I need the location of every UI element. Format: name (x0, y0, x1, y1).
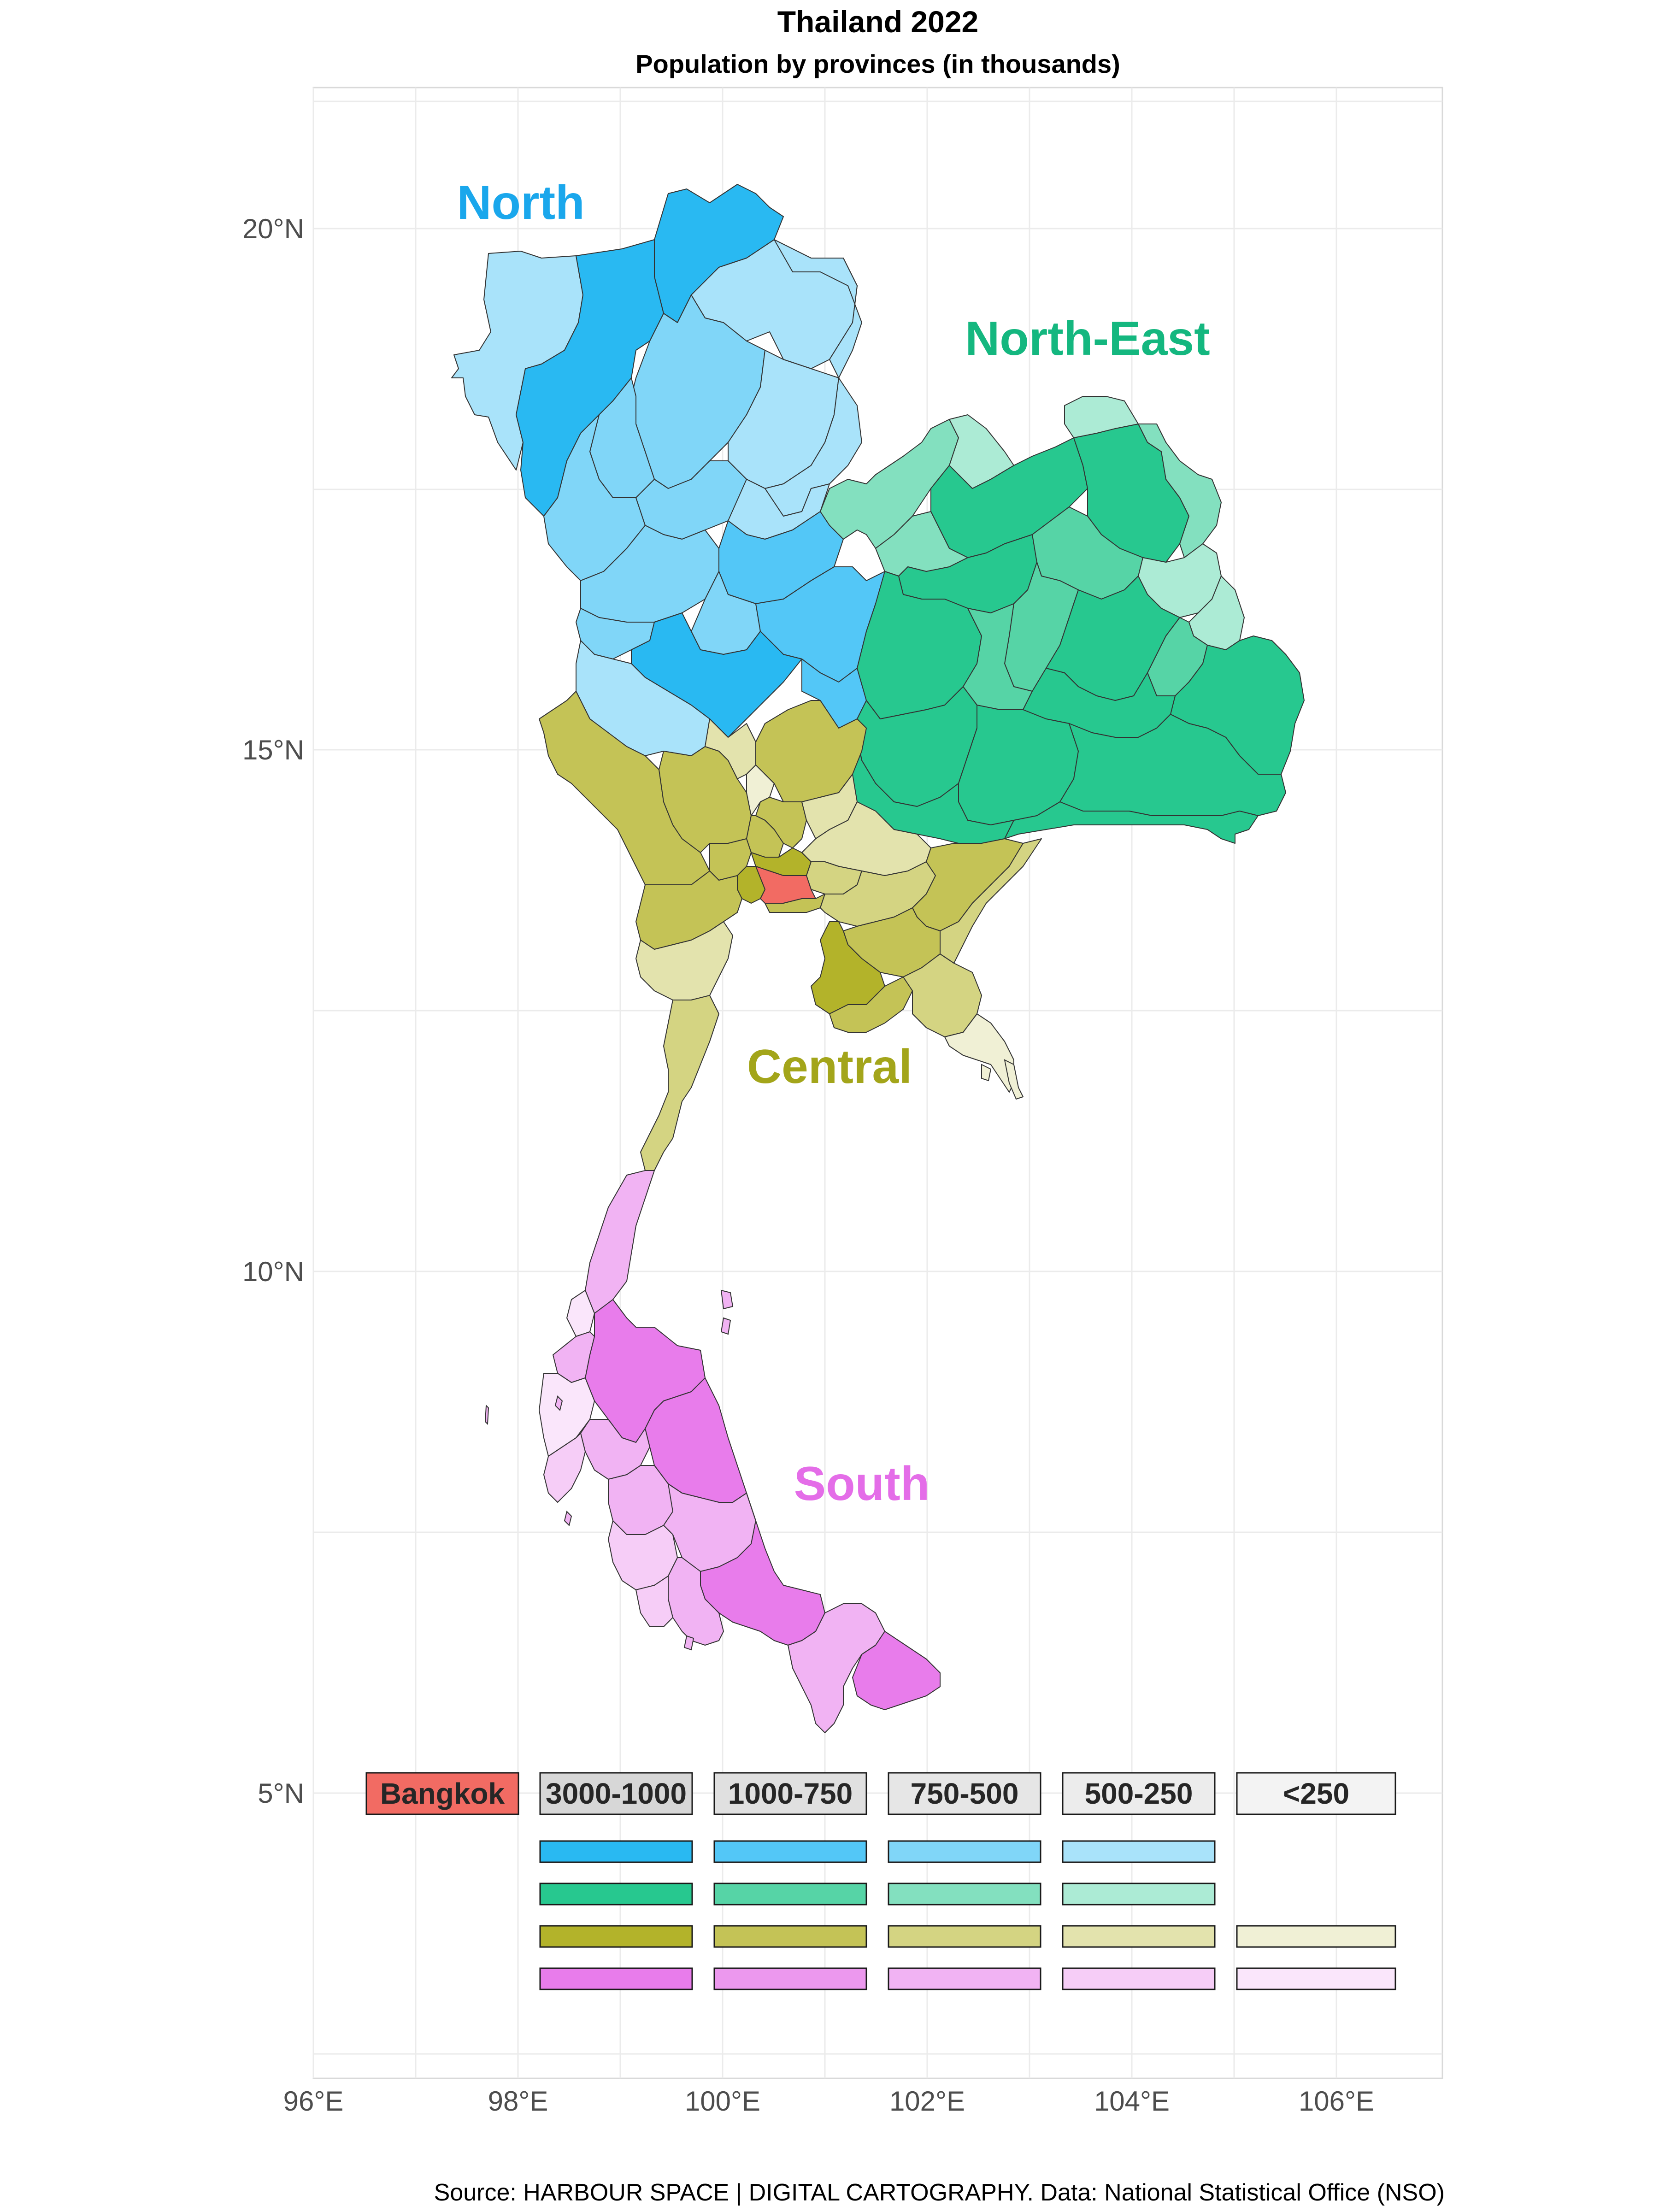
legend-swatch-north-4 (1062, 1840, 1216, 1863)
region-label-central: Central (747, 1040, 912, 1094)
y-axis-ticks: 20°N 15°N 10°N 5°N (242, 213, 304, 1809)
south-region (539, 1170, 941, 1733)
legend-swatch-south-2 (713, 1967, 867, 1990)
region-label-south: South (794, 1457, 930, 1511)
legend-swatch-north-1 (539, 1840, 693, 1863)
legend-header-lt250: <250 (1283, 1777, 1349, 1810)
legend-swatch-northeast-1 (539, 1883, 693, 1906)
legend-swatch-central-3 (888, 1925, 1041, 1948)
x-tick-96e: 96°E (283, 2086, 344, 2117)
legend-swatch-northeast-3 (888, 1883, 1041, 1906)
x-axis-ticks: 96°E 98°E 100°E 102°E 104°E 106°E (283, 2086, 1374, 2117)
northeast-region (820, 396, 1305, 844)
legend-header-box-4 (1062, 1772, 1216, 1815)
legend-swatch-central-4 (1062, 1925, 1216, 1948)
legend-swatch-north-3 (888, 1840, 1041, 1863)
legend-swatch-central-5 (1236, 1925, 1396, 1948)
legend-header-bangkok: Bangkok (380, 1777, 505, 1810)
legend-swatch-central-1 (539, 1925, 693, 1948)
legend-swatch-south-3 (888, 1967, 1041, 1990)
x-tick-102e: 102°E (889, 2086, 965, 2117)
legend-header-750-500: 750-500 (911, 1777, 1019, 1810)
legend-header-box-3 (888, 1772, 1041, 1815)
central-region (539, 691, 1042, 1171)
legend-header-box-1 (539, 1772, 693, 1815)
y-tick-10n: 10°N (242, 1256, 304, 1287)
x-tick-106e: 106°E (1299, 2086, 1374, 2117)
legend-swatch-south-1 (539, 1967, 693, 1990)
y-tick-20n: 20°N (242, 213, 304, 244)
legend-swatch-central-2 (713, 1925, 867, 1948)
legend: Bangkok 3000-1000 1000-750 750-500 500-2… (365, 1772, 1396, 1990)
y-tick-15n: 15°N (242, 735, 304, 765)
legend-header-1000-750: 1000-750 (728, 1777, 853, 1810)
legend-swatches (539, 1840, 1396, 1990)
map-title: Thailand 2022 (777, 5, 979, 39)
region-label-northeast: North-East (965, 312, 1210, 365)
thailand-map (451, 184, 1305, 1733)
legend-bangkok-box (365, 1772, 519, 1815)
legend-header-box-5 (1236, 1772, 1396, 1815)
legend-swatch-northeast-2 (713, 1883, 867, 1906)
islands (484, 1289, 734, 1651)
region-label-north: North (457, 176, 584, 229)
legend-swatch-northeast-4 (1062, 1883, 1216, 1906)
source-caption: Source: HARBOUR SPACE | DIGITAL CARTOGRA… (434, 2179, 1445, 2206)
legend-swatch-north-2 (713, 1840, 867, 1863)
x-tick-100e: 100°E (685, 2086, 760, 2117)
legend-header-500-250: 500-250 (1085, 1777, 1193, 1810)
legend-header-box-2 (713, 1772, 867, 1815)
legend-swatch-south-4 (1062, 1967, 1216, 1990)
y-tick-5n: 5°N (258, 1778, 304, 1809)
x-tick-104e: 104°E (1094, 2086, 1170, 2117)
legend-header-3000-1000: 3000-1000 (546, 1777, 687, 1810)
legend-swatch-south-5 (1236, 1967, 1396, 1990)
north-region (451, 184, 899, 756)
x-tick-98e: 98°E (488, 2086, 548, 2117)
map-subtitle: Population by provinces (in thousands) (635, 49, 1120, 78)
